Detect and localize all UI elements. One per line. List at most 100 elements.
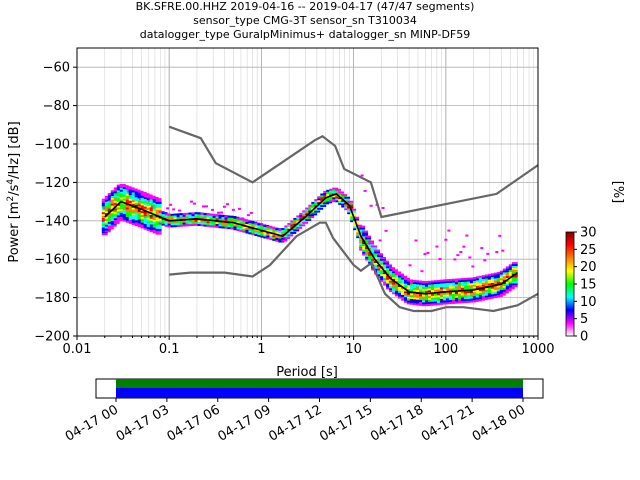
heatmap-cell: [495, 250, 499, 253]
heatmap-cell: [487, 279, 494, 282]
heatmap-cell: [404, 277, 410, 280]
colorbar-tick-label: 0: [580, 330, 588, 345]
heatmap-cell: [502, 268, 509, 271]
heatmap-cell: [427, 282, 434, 285]
heatmap-cell: [377, 266, 384, 269]
heatmap-cell: [290, 222, 297, 225]
heatmap-cell: [176, 217, 183, 220]
heatmap-cell: [329, 190, 336, 193]
heatmap-cell: [101, 231, 108, 234]
heatmap-cell: [122, 219, 129, 222]
heatmap-cell: [254, 232, 261, 235]
heatmap-cell: [398, 292, 404, 295]
heatmap-cell: [323, 190, 330, 193]
heatmap-cell: [478, 291, 485, 294]
colorbar-tick-label: 10: [580, 295, 597, 310]
heatmap-cell: [427, 299, 434, 302]
heatmap-cell: [424, 290, 431, 293]
heatmap-cell: [224, 226, 231, 229]
heatmap-cell: [230, 227, 237, 230]
heatmap-cell: [451, 278, 458, 281]
heatmap-cell: [200, 222, 207, 225]
heatmap-cell: [152, 225, 159, 228]
heatmap-cell: [404, 279, 410, 282]
heatmap-cell: [149, 230, 156, 233]
heatmap-cell: [392, 271, 399, 274]
x-tick-label: 1000: [521, 342, 554, 357]
heatmap-cell: [469, 285, 476, 288]
heatmap-cell: [469, 296, 476, 299]
heatmap-cell: [502, 272, 509, 275]
heatmap-cell: [457, 291, 464, 294]
heatmap-cell: [496, 275, 503, 278]
colorbar: 0 5 10 15 20 25 30: [565, 226, 597, 345]
heatmap-cell: [219, 211, 223, 214]
heatmap-cell: [404, 281, 410, 284]
heatmap-cell: [420, 270, 424, 273]
heatmap-cell: [305, 207, 312, 210]
heatmap-cell: [179, 216, 186, 219]
heatmap-cell: [323, 192, 330, 195]
heatmap-cell: [419, 280, 425, 283]
heatmap-cell: [125, 195, 132, 198]
heatmap-cell: [197, 222, 204, 225]
heatmap-cell: [119, 208, 126, 211]
colorbar-tick-label: 20: [580, 260, 597, 275]
heatmap-cell: [122, 204, 129, 207]
heatmap-cell: [296, 217, 303, 220]
heatmap-cell: [140, 214, 147, 217]
heatmap-cell: [436, 299, 443, 302]
heatmap-cell: [490, 273, 497, 276]
heatmap-cell: [395, 286, 401, 289]
heatmap-cell: [125, 207, 132, 210]
heatmap-cell: [436, 285, 443, 288]
heatmap-cell: [459, 251, 463, 254]
heatmap-cell: [389, 284, 396, 287]
heatmap-cell: [104, 215, 111, 218]
heatmap-cell: [110, 190, 117, 193]
heatmap-cell: [487, 294, 494, 297]
heatmap-cell: [493, 293, 500, 296]
heatmap-cell: [161, 223, 168, 226]
heatmap-cell: [389, 286, 396, 289]
heatmap-cell: [251, 223, 258, 226]
heatmap-cell: [158, 210, 165, 213]
heatmap-cell: [284, 235, 291, 238]
heatmap-cell: [466, 281, 473, 284]
heatmap-cell: [143, 200, 150, 203]
heatmap-cell: [335, 188, 342, 191]
heatmap-cell: [398, 294, 404, 297]
heatmap-cell: [122, 188, 129, 191]
heatmap-cell: [128, 191, 135, 194]
heatmap-cell: [362, 253, 369, 256]
heatmap-cell: [104, 197, 111, 200]
heatmap-cell: [380, 262, 387, 265]
heatmap-cell: [442, 287, 449, 289]
heatmap-cell: [140, 195, 147, 198]
heatmap-cell: [104, 222, 111, 225]
heatmap-cell: [107, 202, 114, 205]
heatmap-cell: [236, 217, 243, 220]
heatmap-cell: [454, 282, 461, 285]
heatmap-cell: [433, 280, 440, 283]
heatmap-cell: [451, 296, 458, 298]
heatmap-cell: [404, 285, 410, 288]
heatmap-cell: [421, 302, 428, 305]
heatmap-cell: [266, 233, 273, 236]
heatmap-cell: [101, 223, 108, 226]
heatmap-cell: [502, 278, 509, 281]
heatmap-cell: [122, 190, 129, 193]
heatmap-cell: [360, 174, 364, 177]
heatmap-cell: [233, 218, 240, 221]
heatmap-cell: [457, 301, 464, 304]
heatmap-cell: [498, 234, 502, 237]
heatmap-cell: [326, 193, 333, 196]
heatmap-cell: [302, 212, 309, 215]
heatmap-cell: [143, 195, 150, 198]
heatmap-cell: [436, 297, 443, 300]
heatmap-cell: [167, 225, 174, 228]
heatmap-cell: [457, 280, 464, 283]
heatmap-cell: [155, 228, 162, 231]
heatmap-cell: [383, 268, 390, 271]
heatmap-cell: [445, 288, 452, 291]
